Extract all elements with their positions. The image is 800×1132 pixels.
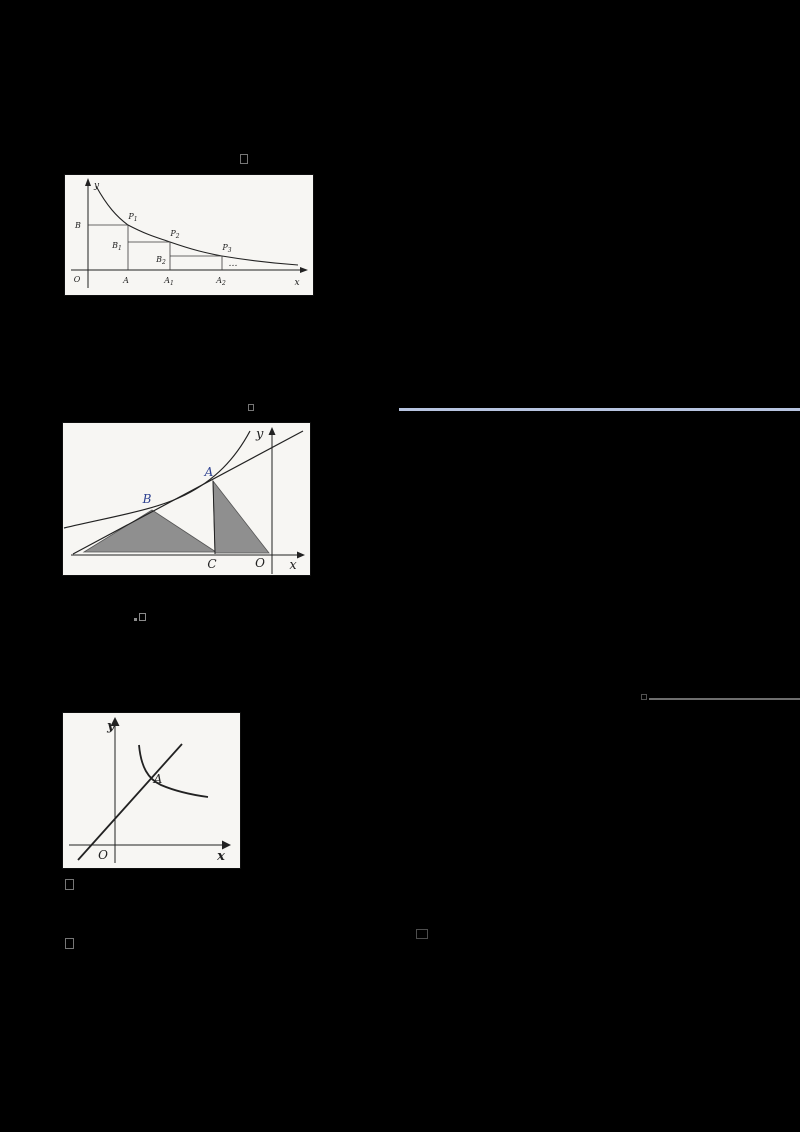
fig1-label-B: B <box>74 221 81 230</box>
fig3-label-A: A <box>153 772 163 786</box>
glyph-artifact-icon <box>139 613 146 621</box>
figure-shaded-triangles: y x O A B C <box>63 423 310 575</box>
figure2-plot: y x O A B C <box>63 427 305 574</box>
fig1-label-y: y <box>93 181 100 191</box>
fig1-label-A: A <box>122 276 129 285</box>
fig2-label-C: C <box>207 557 216 571</box>
fig2-label-O: O <box>255 556 265 570</box>
x-axis-arrow-icon <box>297 551 305 559</box>
fig1-label-B1: B1 <box>111 241 122 252</box>
glyph-artifact-icon <box>65 879 74 890</box>
rectangle-2 <box>128 241 171 270</box>
fig3-label-y: y <box>106 719 116 734</box>
highlight-rule <box>399 408 800 411</box>
fig1-label-dots: … <box>229 259 238 269</box>
text-fragment <box>134 613 146 621</box>
y-axis-arrow-icon <box>85 178 91 186</box>
hyperbola-curve <box>95 185 299 266</box>
glyph-artifact-icon <box>248 404 254 411</box>
fig1-label-O: O <box>74 275 81 284</box>
hyperbola-branch <box>138 744 209 798</box>
fig3-label-x: x <box>216 849 225 864</box>
figure-hyperbola-rectangles: y x O B P1 P2 P3 B1 B2 A A1 A2 … <box>65 175 313 295</box>
x-axis-arrow-icon <box>222 840 231 850</box>
figure1-plot: y x O B P1 P2 P3 B1 B2 A A1 A2 … <box>71 178 308 288</box>
fig3-label-O: O <box>98 848 108 862</box>
glyph-artifact-icon <box>65 938 74 949</box>
fig1-label-A1: A1 <box>163 276 174 287</box>
fig2-label-y: y <box>255 427 264 442</box>
curve <box>63 430 251 529</box>
dot-artifact-icon <box>134 618 137 621</box>
rectangle-1 <box>88 224 129 270</box>
fig1-label-P3: P3 <box>221 243 231 254</box>
fig1-label-B2: B2 <box>155 255 166 266</box>
rectangle-3 <box>170 255 223 270</box>
figure-line-hyperbola-intersection: y x O A <box>63 713 240 868</box>
y-axis-arrow-icon <box>268 427 276 435</box>
glyph-artifact-icon <box>416 929 428 939</box>
x-axis-arrow-icon <box>300 267 308 273</box>
secant-line <box>72 430 304 555</box>
fig1-label-P2: P2 <box>169 229 179 240</box>
fig1-label-P1: P1 <box>127 212 137 223</box>
fig1-label-x: x <box>294 278 299 288</box>
fig2-label-B: B <box>142 492 152 506</box>
fig2-label-A: A <box>204 465 214 479</box>
divider-rule <box>649 698 800 700</box>
figure3-plot: y x O A <box>69 717 231 864</box>
y-axis-arrow-icon <box>110 717 120 726</box>
line-through-origin <box>77 743 183 861</box>
dot-artifact-icon <box>641 694 647 700</box>
fig1-label-A2: A2 <box>215 276 226 287</box>
shaded-triangle-B <box>82 509 218 553</box>
fig2-label-x: x <box>289 558 297 573</box>
segment-AC <box>212 480 216 555</box>
shaded-triangle-ACO <box>212 479 270 554</box>
glyph-artifact-icon <box>240 154 248 164</box>
